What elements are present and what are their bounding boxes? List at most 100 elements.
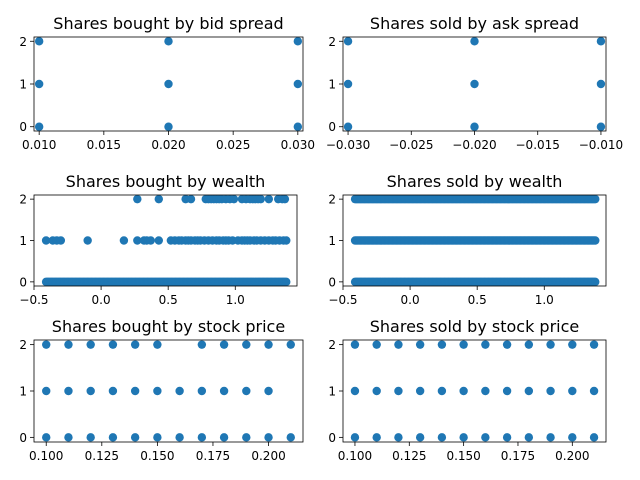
data-point [503, 340, 511, 348]
x-tick-label: −0.015 [516, 138, 560, 152]
data-point [265, 195, 273, 203]
data-point [287, 340, 295, 348]
data-point [438, 433, 446, 441]
y-tick-label: 0 [328, 431, 336, 445]
subplot-title: Shares bought by bid spread [53, 14, 283, 33]
y-tick-label: 2 [19, 338, 27, 352]
data-point [591, 236, 599, 244]
x-tick-label: 0.020 [151, 138, 185, 152]
data-point [503, 433, 511, 441]
data-point [546, 433, 554, 441]
x-tick-label: −0.5 [328, 293, 357, 307]
data-point [416, 340, 424, 348]
data-point [109, 340, 117, 348]
data-point [459, 433, 467, 441]
data-point [287, 433, 295, 441]
y-tick-label: 1 [328, 78, 336, 92]
y-tick-label: 0 [328, 275, 336, 289]
data-point [394, 340, 402, 348]
x-tick-label: −0.025 [389, 138, 433, 152]
data-point [64, 433, 72, 441]
x-tick-label: 0.100 [338, 449, 372, 463]
data-point [525, 433, 533, 441]
data-point [372, 340, 380, 348]
data-point [230, 195, 238, 203]
data-point [120, 236, 128, 244]
y-tick-label: 2 [328, 35, 336, 49]
data-point [198, 433, 206, 441]
subplot-title: Shares sold by stock price [370, 317, 579, 336]
x-tick-label: 0.125 [85, 449, 119, 463]
subplot-title: Shares bought by wealth [66, 172, 266, 191]
subplot-title: Shares bought by stock price [52, 317, 285, 336]
data-point [220, 387, 228, 395]
data-point [133, 195, 141, 203]
data-point [459, 387, 467, 395]
y-tick-label: 1 [328, 385, 336, 399]
data-point [198, 387, 206, 395]
data-point [481, 340, 489, 348]
data-point [525, 387, 533, 395]
data-point [282, 278, 290, 286]
data-point [590, 387, 598, 395]
data-point [372, 387, 380, 395]
x-tick-label: 0.010 [22, 138, 56, 152]
data-point [35, 80, 43, 88]
data-point [344, 123, 352, 131]
data-point [351, 387, 359, 395]
x-tick-label: 0.030 [281, 138, 315, 152]
data-point [459, 340, 467, 348]
data-point [394, 387, 402, 395]
data-point [344, 80, 352, 88]
data-point [242, 433, 250, 441]
data-point [481, 387, 489, 395]
subplot-title: Shares sold by wealth [387, 172, 563, 191]
data-point [294, 37, 302, 45]
x-tick-label: 0.125 [392, 449, 426, 463]
data-point [220, 433, 228, 441]
x-tick-label: 0.150 [446, 449, 480, 463]
data-point [470, 80, 478, 88]
data-point [416, 387, 424, 395]
data-point [153, 433, 161, 441]
data-point [470, 37, 478, 45]
data-point [164, 37, 172, 45]
x-tick-label: 0.150 [140, 449, 174, 463]
x-tick-label: 0.175 [196, 449, 230, 463]
data-point [131, 340, 139, 348]
y-tick-label: 0 [328, 120, 336, 134]
data-point [591, 195, 599, 203]
y-tick-label: 2 [328, 338, 336, 352]
x-tick-label: 0.5 [159, 293, 178, 307]
data-point [344, 37, 352, 45]
x-tick-label: 0.200 [251, 449, 285, 463]
data-point [220, 340, 228, 348]
data-point [131, 433, 139, 441]
data-point [590, 340, 598, 348]
data-point [264, 340, 272, 348]
data-point [351, 433, 359, 441]
data-point [597, 123, 605, 131]
data-point [42, 387, 50, 395]
data-point [175, 387, 183, 395]
data-point [546, 387, 554, 395]
data-point [131, 387, 139, 395]
data-point [394, 433, 402, 441]
data-point [264, 433, 272, 441]
data-point [294, 80, 302, 88]
data-point [86, 387, 94, 395]
data-point [242, 340, 250, 348]
data-point [597, 37, 605, 45]
data-point [591, 278, 599, 286]
y-tick-label: 0 [19, 431, 27, 445]
data-point [257, 195, 265, 203]
data-point [35, 123, 43, 131]
data-point [86, 340, 94, 348]
data-point [438, 387, 446, 395]
y-tick-label: 1 [19, 234, 27, 248]
data-point [416, 433, 424, 441]
data-point [187, 195, 195, 203]
data-point [153, 340, 161, 348]
data-point [282, 236, 290, 244]
